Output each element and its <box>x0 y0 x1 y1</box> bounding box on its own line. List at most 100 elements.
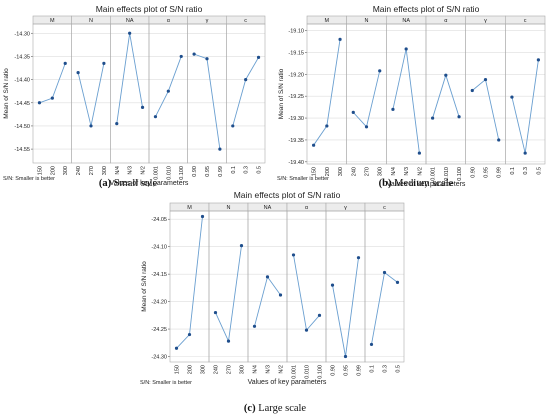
x-tick-label: 0.5 <box>257 166 263 174</box>
x-tick-label: 0.3 <box>383 365 389 373</box>
x-tick-label: N/4 <box>115 166 121 175</box>
data-point <box>356 256 361 260</box>
series-line <box>155 56 182 117</box>
series-line <box>193 53 221 150</box>
chart-note: S/N: Smaller is better <box>140 380 192 386</box>
data-point <box>37 101 42 105</box>
chart-title: Main effects plot of S/N ratio <box>234 190 341 200</box>
panel-frame <box>187 23 227 164</box>
data-point <box>192 52 196 56</box>
data-point <box>187 332 192 337</box>
data-point <box>278 293 283 297</box>
series-line <box>77 63 105 127</box>
series-line <box>215 245 242 343</box>
panel-frame <box>465 23 506 165</box>
y-tick-label: -24.05 <box>151 217 167 223</box>
x-tick-label: 240 <box>76 166 82 175</box>
x-tick-label: N/2 <box>417 167 423 176</box>
data-point <box>115 122 119 126</box>
x-tick-label: 0.010 <box>166 166 172 180</box>
data-point <box>325 124 329 128</box>
y-tick-label: -24.20 <box>151 300 167 306</box>
data-point <box>179 54 183 59</box>
x-tick-label: 300 <box>338 167 344 176</box>
panel-label: c <box>383 205 386 211</box>
x-tick-label: 0.100 <box>179 166 185 180</box>
data-point <box>497 138 501 142</box>
chart-2: Main effects plot of S/N ratio Mean of S/… <box>277 4 546 189</box>
y-tick-label: -19.25 <box>288 94 304 100</box>
x-tick-label: 300 <box>102 166 108 175</box>
y-tick-label: -14.30 <box>14 31 30 37</box>
caption-text: Large scale <box>256 403 307 414</box>
data-point <box>205 57 209 61</box>
panel-frame <box>425 23 466 165</box>
y-axis-label: Mean of S/N ratio <box>141 261 148 312</box>
x-tick-label: 0.95 <box>344 365 350 376</box>
data-point <box>128 31 132 35</box>
data-point <box>343 354 348 359</box>
data-point <box>153 115 158 119</box>
series-line <box>511 59 539 154</box>
panel-label: α <box>305 205 309 211</box>
panel-frame <box>226 23 266 164</box>
panel-label: N <box>89 18 93 24</box>
y-tick-label: -24.25 <box>151 327 167 333</box>
x-axis-label: Values of key parameters <box>110 180 189 187</box>
data-point <box>378 69 382 73</box>
x-axis-label: Values of key parameters <box>248 379 327 386</box>
series-line <box>352 70 381 128</box>
data-point <box>470 88 474 93</box>
panel-frame <box>169 210 210 363</box>
y-tick-label: -14.40 <box>14 78 30 84</box>
x-tick-label: 0.010 <box>444 167 450 181</box>
data-point <box>510 95 514 99</box>
panel-label: γ <box>344 205 347 211</box>
panel-label: M <box>325 18 330 24</box>
x-tick-label: 0.1 <box>231 166 237 174</box>
data-point <box>76 71 80 75</box>
data-point <box>338 37 342 41</box>
panel-label: NA <box>402 18 410 24</box>
x-tick-label: 0.90 <box>331 365 337 376</box>
figure-caption: (b) Medium scale <box>379 178 454 189</box>
data-point <box>200 214 205 219</box>
chart-note: S/N: Smaller is better <box>3 176 55 182</box>
panel-label: N <box>365 18 369 24</box>
x-tick-label: 300 <box>378 167 384 176</box>
x-tick-label: N/3 <box>128 166 134 175</box>
panel-frame <box>71 23 111 164</box>
x-tick-label: 200 <box>188 365 194 374</box>
y-axis-label: Mean of S/N ratio <box>3 68 10 119</box>
series-line <box>116 33 143 124</box>
x-tick-label: N/3 <box>404 167 410 176</box>
y-tick-label: -19.40 <box>288 160 304 166</box>
chart-3: Main effects plot of S/N ratio Mean of S/… <box>140 190 405 414</box>
x-tick-label: 300 <box>240 365 246 374</box>
data-point <box>536 58 540 62</box>
y-tick-label: -19.10 <box>288 29 304 35</box>
chart-note: S/N: Smaller is better <box>277 176 329 182</box>
series-line <box>176 216 203 349</box>
chart-title: Main effects plot of S/N ratio <box>373 4 480 14</box>
data-point <box>218 147 222 151</box>
caption-text: Small sale <box>111 178 157 189</box>
x-tick-label: 0.99 <box>497 167 503 178</box>
data-point <box>166 89 170 93</box>
x-tick-label: 200 <box>325 167 331 176</box>
data-point <box>304 328 309 332</box>
x-tick-label: 300 <box>63 166 69 175</box>
data-point <box>239 243 244 248</box>
panel-label: γ <box>484 18 487 24</box>
y-axis-label: Mean of S/N ratio <box>278 68 285 119</box>
panel-frame <box>364 210 405 363</box>
data-point <box>404 47 408 51</box>
x-tick-label: 0.5 <box>536 167 542 175</box>
x-tick-label: 0.95 <box>484 167 490 178</box>
series-line <box>313 39 341 146</box>
x-tick-label: 0.3 <box>523 167 529 175</box>
panel-label: γ <box>206 18 209 24</box>
panel-label: M <box>187 205 192 211</box>
y-tick-label: -24.10 <box>151 245 167 251</box>
panel-frame <box>32 23 72 164</box>
